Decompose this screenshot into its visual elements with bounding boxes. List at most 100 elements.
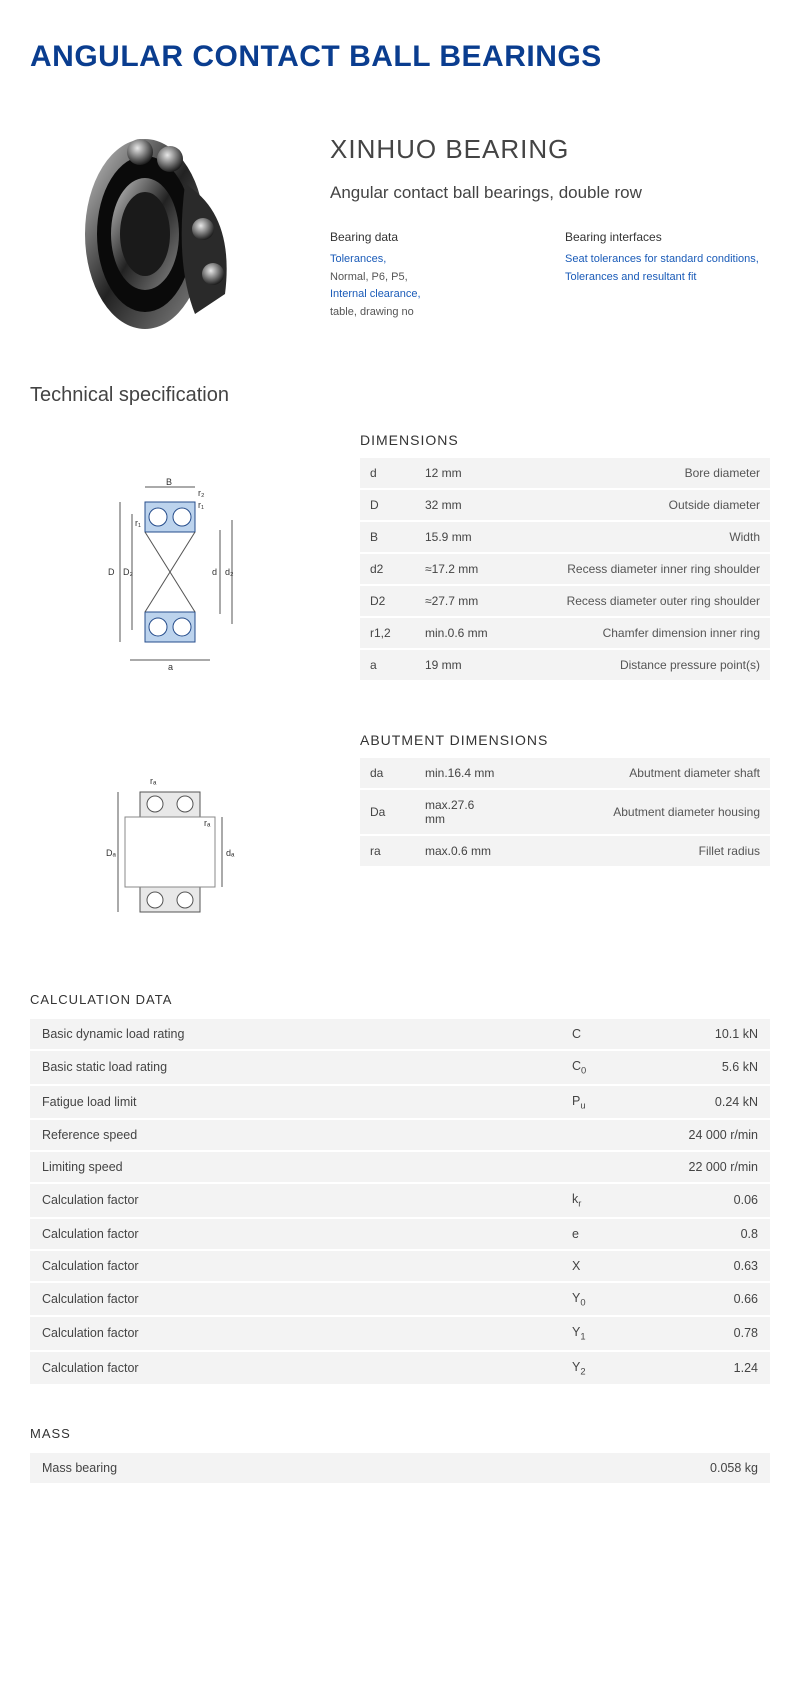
- spec-symbol: d: [360, 458, 415, 489]
- spec-symbol: Da: [360, 789, 415, 835]
- spec-desc: Fillet radius: [505, 835, 770, 867]
- bearing-data-header: Bearing data: [330, 228, 535, 247]
- calc-label: Mass bearing: [30, 1453, 560, 1484]
- svg-text:rₐ: rₐ: [204, 818, 211, 828]
- spec-value: ≈27.7 mm: [415, 585, 505, 617]
- svg-text:r₁: r₁: [135, 518, 141, 528]
- calc-label: Calculation factor: [30, 1218, 560, 1250]
- calc-value: 0.24 kN: [640, 1085, 770, 1120]
- calc-value: 0.06: [640, 1183, 770, 1218]
- bearing-render-icon: [75, 134, 245, 334]
- info-link[interactable]: Tolerances,: [330, 251, 535, 269]
- calc-label: Limiting speed: [30, 1151, 560, 1183]
- calc-value: 10.1 kN: [640, 1019, 770, 1050]
- table-row: Calculation factorkr0.06: [30, 1183, 770, 1218]
- spec-desc: Recess diameter inner ring shoulder: [505, 553, 770, 585]
- calc-symbol: Y2: [560, 1351, 640, 1386]
- table-row: Limiting speed 22 000 r/min: [30, 1151, 770, 1183]
- abutment-diagram: rₐ rₐ Dₐ dₐ: [30, 732, 330, 932]
- table-row: Fatigue load limitPu0.24 kN: [30, 1085, 770, 1120]
- calc-label: Reference speed: [30, 1119, 560, 1151]
- calc-label: Basic static load rating: [30, 1050, 560, 1085]
- table-row: Calculation factorY00.66: [30, 1282, 770, 1317]
- calc-value: 5.6 kN: [640, 1050, 770, 1085]
- dimensions-table: d12 mmBore diameterD32 mmOutside diamete…: [360, 458, 770, 682]
- svg-text:d: d: [212, 567, 217, 577]
- spec-symbol: ra: [360, 835, 415, 867]
- info-link[interactable]: Seat tolerances for standard conditions,: [565, 251, 770, 269]
- calc-symbol: [560, 1151, 640, 1183]
- spec-symbol: d2: [360, 553, 415, 585]
- abutment-diagram-icon: rₐ rₐ Dₐ dₐ: [90, 772, 270, 932]
- spec-value: 32 mm: [415, 489, 505, 521]
- product-image: [30, 134, 290, 334]
- svg-text:Dₐ: Dₐ: [106, 848, 116, 858]
- tech-spec-title: Technical specification: [30, 384, 770, 407]
- info-text: Normal, P6, P5,: [330, 269, 535, 287]
- dimension-diagram: B r₂ r₁ r₁ D D₂ d d₂ a: [30, 432, 330, 682]
- calc-value: 0.058 kg: [640, 1453, 770, 1484]
- spec-value: min.0.6 mm: [415, 617, 505, 649]
- calc-value: 0.63: [640, 1250, 770, 1282]
- calc-symbol: X: [560, 1250, 640, 1282]
- spec-symbol: B: [360, 521, 415, 553]
- spec-symbol: da: [360, 758, 415, 789]
- spec-symbol: D2: [360, 585, 415, 617]
- table-row: r1,2min.0.6 mmChamfer dimension inner ri…: [360, 617, 770, 649]
- spec-value: max.27.6 mm: [415, 789, 505, 835]
- calc-symbol: C: [560, 1019, 640, 1050]
- spec-value: 19 mm: [415, 649, 505, 681]
- abutment-table: damin.16.4 mmAbutment diameter shaftDama…: [360, 758, 770, 868]
- info-link[interactable]: Internal clearance,: [330, 286, 535, 304]
- table-row: d2≈17.2 mmRecess diameter inner ring sho…: [360, 553, 770, 585]
- table-row: Calculation factorY21.24: [30, 1351, 770, 1386]
- table-row: a19 mmDistance pressure point(s): [360, 649, 770, 681]
- table-row: B15.9 mmWidth: [360, 521, 770, 553]
- calc-table: Basic dynamic load ratingC10.1 kNBasic s…: [30, 1019, 770, 1386]
- calc-label: Fatigue load limit: [30, 1085, 560, 1120]
- spec-desc: Outside diameter: [505, 489, 770, 521]
- calc-symbol: Pu: [560, 1085, 640, 1120]
- svg-text:B: B: [166, 477, 172, 487]
- svg-text:rₐ: rₐ: [150, 776, 157, 786]
- spec-desc: Abutment diameter shaft: [505, 758, 770, 789]
- svg-text:d₂: d₂: [225, 567, 234, 577]
- spec-desc: Width: [505, 521, 770, 553]
- cross-section-diagram-icon: B r₂ r₁ r₁ D D₂ d d₂ a: [90, 472, 270, 672]
- table-row: damin.16.4 mmAbutment diameter shaft: [360, 758, 770, 789]
- spec-value: max.0.6 mm: [415, 835, 505, 867]
- svg-text:r₁: r₁: [198, 500, 204, 510]
- dimensions-title: DIMENSIONS: [360, 432, 770, 448]
- spec-desc: Chamfer dimension inner ring: [505, 617, 770, 649]
- calc-label: Calculation factor: [30, 1351, 560, 1386]
- bearing-interfaces-header: Bearing interfaces: [565, 228, 770, 247]
- svg-text:D: D: [108, 567, 115, 577]
- mass-table: Mass bearing 0.058 kg: [30, 1453, 770, 1485]
- calc-symbol: kr: [560, 1183, 640, 1218]
- calc-symbol: e: [560, 1218, 640, 1250]
- calc-label: Calculation factor: [30, 1183, 560, 1218]
- svg-text:r₂: r₂: [198, 488, 205, 498]
- brand-name: XINHUO BEARING: [330, 134, 770, 165]
- calc-symbol: C0: [560, 1050, 640, 1085]
- calc-label: Calculation factor: [30, 1282, 560, 1317]
- info-link[interactable]: Tolerances and resultant fit: [565, 269, 770, 287]
- table-row: Basic dynamic load ratingC10.1 kN: [30, 1019, 770, 1050]
- mass-title: MASS: [30, 1426, 770, 1441]
- calc-title: CALCULATION DATA: [30, 992, 770, 1007]
- bearing-interfaces-col: Bearing interfaces Seat tolerances for s…: [565, 228, 770, 322]
- spec-value: min.16.4 mm: [415, 758, 505, 789]
- calc-value: 24 000 r/min: [640, 1119, 770, 1151]
- spec-value: 12 mm: [415, 458, 505, 489]
- table-row: Basic static load ratingC05.6 kN: [30, 1050, 770, 1085]
- table-row: Calculation factorX0.63: [30, 1250, 770, 1282]
- spec-symbol: a: [360, 649, 415, 681]
- calc-value: 22 000 r/min: [640, 1151, 770, 1183]
- spec-value: ≈17.2 mm: [415, 553, 505, 585]
- calc-label: Basic dynamic load rating: [30, 1019, 560, 1050]
- spec-desc: Abutment diameter housing: [505, 789, 770, 835]
- table-row: ramax.0.6 mmFillet radius: [360, 835, 770, 867]
- table-row: d12 mmBore diameter: [360, 458, 770, 489]
- info-text: table, drawing no: [330, 304, 535, 322]
- calc-value: 0.8: [640, 1218, 770, 1250]
